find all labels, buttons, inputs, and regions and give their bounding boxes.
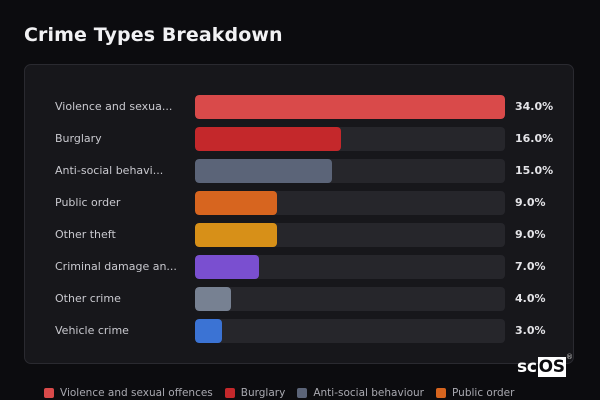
bar-label: Public order [55,196,121,209]
bar-row: Other crime 4.0% [25,287,575,311]
bar-value-label: 4.0% [515,292,546,305]
bar-label: Violence and sexua... [55,100,173,113]
bar [195,95,505,119]
legend-item: Burglary [224,387,286,399]
bar-label: Criminal damage an... [55,260,177,273]
bar-row: Anti-social behavi... 15.0% [25,159,575,183]
logo-prefix: sc [517,357,537,377]
bar [195,127,341,151]
bar-track [195,319,505,343]
legend-swatch [297,388,308,398]
legend-item: Anti-social behaviour [297,387,424,399]
bar [195,319,222,343]
bar-row: Criminal damage an... 7.0% [25,255,575,279]
bar-track [195,127,505,151]
bar-label: Vehicle crime [55,324,129,337]
bar-row: Violence and sexua... 34.0% [25,95,575,119]
bar [195,287,231,311]
bar-label: Anti-social behavi... [55,164,164,177]
bar [195,191,277,215]
bar-value-label: 34.0% [515,100,554,113]
bar [195,223,277,247]
bar-row: Vehicle crime 3.0% [25,319,575,343]
legend-label: Burglary [240,387,286,399]
legend-label: Anti-social behaviour [313,387,425,399]
bar-label: Burglary [55,132,102,145]
bar-label: Other theft [55,228,116,241]
legend-item: Violence and sexual offences [44,387,213,399]
brand-logo: sc OS ® [517,353,573,378]
legend-label: Public order [452,387,515,399]
bar-row: Other theft 9.0% [25,223,575,247]
legend-swatch [436,388,447,398]
registered-mark: ® [566,353,573,361]
bar-track [195,255,505,279]
page-title: Crime Types Breakdown [24,24,283,46]
bar [195,255,259,279]
legend-swatch [44,388,54,398]
chart-card: Violence and sexua... 34.0% Burglary 16.0% A… [24,64,574,364]
bar-track [195,287,505,311]
chart-legend: Violence and sexual offences Burglary Anti… [44,386,526,400]
bar-label: Other crime [55,292,121,305]
bar-value-label: 7.0% [515,260,546,273]
legend-swatch [224,388,235,398]
bar-value-label: 15.0% [515,164,554,177]
bar-track [195,95,505,119]
logo-boxed-text: OS [537,357,566,377]
bar-track [195,191,505,215]
bar-row: Burglary 16.0% [25,127,575,151]
bar-track [195,223,505,247]
bar-value-label: 9.0% [515,228,546,241]
bar-row: Public order 9.0% [25,191,575,215]
legend-label: Violence and sexual offences [60,387,213,399]
bar [195,159,332,183]
bar-value-label: 9.0% [515,196,546,209]
bar-value-label: 16.0% [515,132,554,145]
bar-track [195,159,505,183]
legend-item: Public order [436,387,514,399]
bar-value-label: 3.0% [515,324,546,337]
